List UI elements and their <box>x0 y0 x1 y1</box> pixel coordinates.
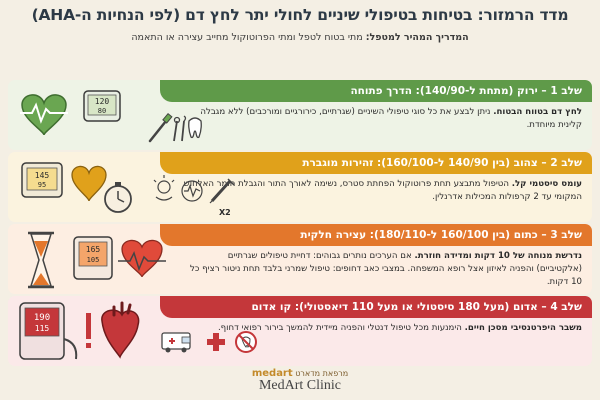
no-treatment-icon <box>235 331 257 353</box>
stage-1-text-bold: לחץ דם בטווח הבטוח. <box>493 107 582 117</box>
dental-tools-icon <box>173 115 187 142</box>
stage-2-text: עומס סיסטמי קל. הטיפול מתבצע תחת פרוטוקו… <box>182 178 582 204</box>
subtitle-rest: מתי בטוח לטפל ומתי הפרוטוקול מחייב עצירה… <box>131 32 366 43</box>
bp-monitor-icon: 165 105 <box>73 236 113 280</box>
ambulance-icon <box>161 332 191 353</box>
bp-monitor-icon: 145 95 <box>21 162 63 198</box>
clinic-logo: מרפאת מדארט medart MedArt Clinic <box>230 368 370 394</box>
stage-3-text-rest: אם הערכים נותרים גבוהים: דחיית טיפולים ש… <box>190 251 582 287</box>
stage-3-heading: שלב 3 – כתום (בין 160/100 ל-180/110): עצ… <box>159 224 592 246</box>
stage-1-text-rest: ניתן לבצע את כל סוגי טיפולי השיניים (שגר… <box>200 107 582 130</box>
stage-3-monitor-bottom: 105 <box>87 256 100 264</box>
stage-4-monitor-bottom: 115 <box>35 324 50 333</box>
stage-2-card: שלב 2 – צהוב (בין 140/90 ל-160/100): זהי… <box>8 152 592 222</box>
stage-2-monitor-top: 145 <box>35 171 50 180</box>
stage-2-text-bold: עומס סיסטמי קל. <box>511 179 582 189</box>
stage-1-card: שלב 1 – ירוק (מתחת ל-140/90): הדרך פתוחה… <box>8 80 592 150</box>
stage-3-monitor-top: 165 <box>86 245 101 254</box>
tooth-icon <box>188 117 202 139</box>
stage-4-card: שלב 4 – אדום (מעל 180 סיסטולי או מעל 110… <box>8 296 592 366</box>
stage-1-monitor-top: 120 <box>95 97 110 106</box>
stage-4-heading: שלב 4 – אדום (מעל 180 סיסטולי או מעל 110… <box>159 296 592 318</box>
heart-ecg-icon <box>20 94 68 136</box>
brand-small-line: מרפאת מדארט medart <box>230 368 370 379</box>
bp-monitor-icon: 190 115 <box>19 302 78 360</box>
bp-monitor-icon: 120 80 <box>83 90 121 122</box>
brand-small-logo: medart <box>251 368 293 379</box>
warning-icon <box>86 313 91 348</box>
stage-4-text-bold: משבר היפרטנסיבי מסכן חיים. <box>464 323 582 333</box>
syringe-icon: X2 <box>209 178 235 217</box>
stage-2-heading: שלב 2 – צהוב (בין 140/90 ל-160/100): זהי… <box>159 152 592 174</box>
stage-3-card: שלב 3 – כתום (בין 160/100 ל-180/110): עצ… <box>8 224 592 294</box>
stage-4-text-rest: הימנעות מכל טיפול דנטלי והפניה מיידית לה… <box>217 323 465 333</box>
calm-icon <box>153 175 175 201</box>
anatomical-heart-icon <box>101 301 140 359</box>
stage-2-icons: 145 95 <box>14 155 235 219</box>
stage-1-monitor-bottom: 80 <box>98 107 106 115</box>
heart-icon <box>71 165 107 202</box>
stopwatch-icon <box>104 182 132 213</box>
hourglass-icon <box>28 231 54 289</box>
heart-ecg-icon <box>118 239 166 278</box>
stage-2-text-rest: הטיפול מתבצע תחת פרוטוקול הפחתת סטרס, נש… <box>183 179 582 202</box>
stage-3-text: נדרשת מנוחה של 10 דקות ומדידה חוזרת. אם … <box>182 250 582 289</box>
page-subtitle: המדריך המהיר למטפל: מתי בטוח לטפל ומתי ה… <box>8 32 592 43</box>
page-title: מדד הרמזור: בטיחות בטיפולי שיניים לחולי … <box>31 6 569 24</box>
syringe-count-label: X2 <box>219 208 231 217</box>
stage-4-text: משבר היפרטנסיבי מסכן חיים. הימנעות מכל ט… <box>182 322 582 335</box>
pulse-icon <box>181 180 203 202</box>
stage-2-monitor-bottom: 95 <box>38 181 46 189</box>
brand-name: MedArt Clinic <box>258 378 342 393</box>
stage-1-heading: שלב 1 – ירוק (מתחת ל-140/90): הדרך פתוחה <box>159 80 592 102</box>
toothbrush-icon <box>148 112 173 143</box>
subtitle-bold: המדריך המהיר למטפל: <box>365 32 469 43</box>
stage-3-text-bold: נדרשת מנוחה של 10 דקות ומדידה חוזרת. <box>414 251 582 261</box>
brand-small-text: מרפאת מדארט <box>295 369 349 378</box>
stage-4-icons: 190 115 <box>14 299 257 363</box>
stage-3-icons: 165 105 <box>14 227 204 291</box>
stage-4-monitor-top: 190 <box>34 313 50 323</box>
stage-1-icons: 120 80 <box>14 83 204 147</box>
stage-1-text: לחץ דם בטווח הבטוח. ניתן לבצע את כל סוגי… <box>182 106 582 132</box>
medical-cross-icon <box>207 333 225 351</box>
